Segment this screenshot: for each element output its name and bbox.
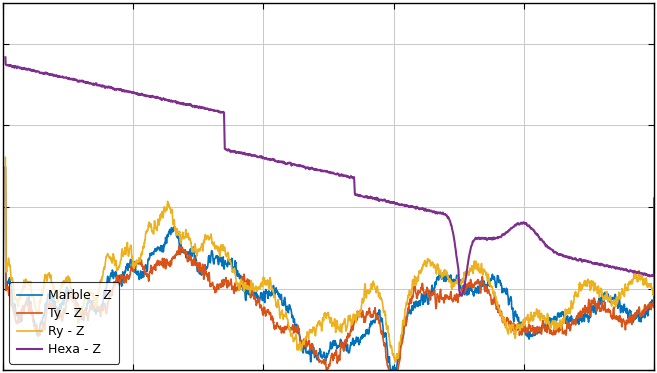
Ty - Z xyxy=(556,327,564,331)
Hexa - Z xyxy=(530,229,538,233)
Line: Hexa - Z: Hexa - Z xyxy=(5,57,654,296)
Hexa - Z xyxy=(363,194,371,199)
Marble - Z xyxy=(14,313,22,317)
Marble - Z xyxy=(556,311,564,316)
Ry - Z xyxy=(14,300,22,304)
Line: Ry - Z: Ry - Z xyxy=(5,157,654,362)
Hexa - Z xyxy=(458,294,466,298)
Ty - Z xyxy=(581,304,589,309)
Line: Marble - Z: Marble - Z xyxy=(5,167,654,372)
Ty - Z xyxy=(14,314,22,318)
Hexa - Z xyxy=(1,55,9,60)
Ry - Z xyxy=(391,360,399,364)
Ty - Z xyxy=(650,237,657,242)
Legend: Marble - Z, Ty - Z, Ry - Z, Hexa - Z: Marble - Z, Ty - Z, Ry - Z, Hexa - Z xyxy=(9,282,119,364)
Line: Ty - Z: Ty - Z xyxy=(5,168,654,373)
Marble - Z xyxy=(581,313,589,317)
Ry - Z xyxy=(253,289,261,294)
Ry - Z xyxy=(650,228,657,233)
Ry - Z xyxy=(1,155,9,160)
Hexa - Z xyxy=(253,154,261,159)
Hexa - Z xyxy=(14,65,22,69)
Ry - Z xyxy=(530,310,538,315)
Marble - Z xyxy=(363,327,371,332)
Ty - Z xyxy=(363,312,371,316)
Hexa - Z xyxy=(581,258,589,263)
Marble - Z xyxy=(1,165,9,169)
Marble - Z xyxy=(391,370,399,373)
Marble - Z xyxy=(650,235,657,240)
Marble - Z xyxy=(530,330,538,334)
Ry - Z xyxy=(556,322,564,326)
Hexa - Z xyxy=(556,253,564,257)
Ty - Z xyxy=(530,328,538,332)
Marble - Z xyxy=(253,294,261,298)
Hexa - Z xyxy=(650,196,657,201)
Ty - Z xyxy=(1,166,9,170)
Ry - Z xyxy=(581,280,589,284)
Ty - Z xyxy=(253,301,261,306)
Ry - Z xyxy=(363,288,371,292)
